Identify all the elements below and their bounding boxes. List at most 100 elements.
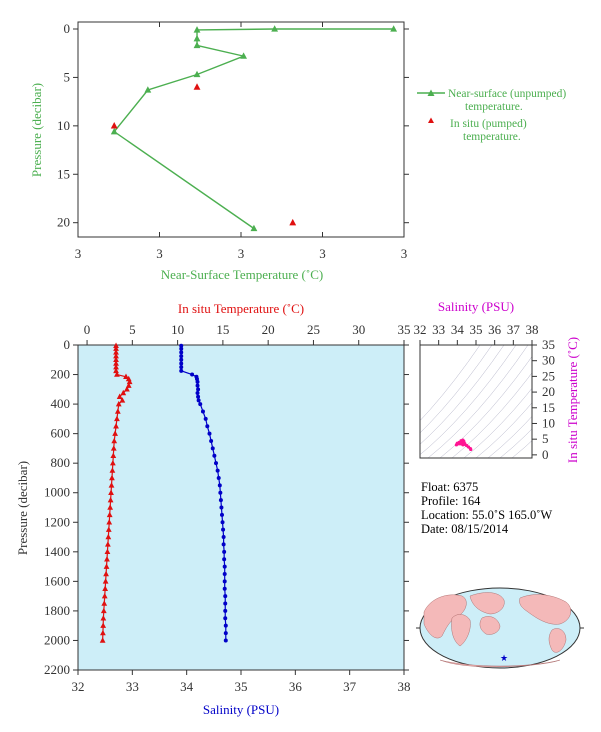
top-y-tick-label: 15 bbox=[57, 166, 70, 181]
salinity-axis-label: Salinity (PSU) bbox=[203, 702, 279, 717]
temperature-profile-point bbox=[113, 360, 119, 366]
legend-red-marker bbox=[428, 117, 434, 123]
temperature-profile-point bbox=[107, 496, 114, 503]
top-y-tick-label: 5 bbox=[64, 69, 71, 84]
pressure-tick-label: 400 bbox=[51, 396, 71, 411]
salinity-profile-point bbox=[221, 535, 226, 540]
top-series-group bbox=[110, 25, 398, 232]
salinity-tick-label: 32 bbox=[72, 679, 85, 694]
temperature-profile-point bbox=[99, 637, 106, 643]
top-x-axis-label: Near-Surface Temperature (˚C) bbox=[161, 267, 323, 282]
salinity-profile-point bbox=[179, 357, 184, 362]
near-surface-point bbox=[193, 70, 201, 78]
temperature-tick-label: 0 bbox=[84, 322, 91, 337]
salinity-profile-point bbox=[214, 461, 219, 466]
pressure-axis-label: Pressure (decibar) bbox=[15, 461, 30, 555]
map-land-south bbox=[479, 616, 501, 635]
temperature-tick-label: 35 bbox=[398, 322, 411, 337]
temperature-tick-label: 20 bbox=[262, 322, 275, 337]
near-surface-temperature-panel: 3 3 3 3 3 0 5 10 15 20 Near-Surface Temperature (… bbox=[29, 21, 566, 282]
salinity-profile-point bbox=[216, 475, 221, 480]
salinity-profile-point bbox=[219, 512, 224, 517]
ts-y-tick-label: 25 bbox=[542, 368, 555, 383]
ts-x-tick-label: 33 bbox=[432, 322, 445, 337]
temperature-profile-point bbox=[114, 415, 120, 422]
near-surface-point bbox=[193, 41, 201, 49]
density-contour bbox=[420, 345, 481, 422]
temperature-profile-point bbox=[107, 504, 114, 510]
near-surface-point bbox=[390, 25, 398, 32]
temperature-profile-point bbox=[113, 363, 119, 370]
temperature-profile-point bbox=[100, 629, 106, 636]
map-land-polar bbox=[439, 659, 561, 668]
salinity-profile-point bbox=[223, 616, 228, 621]
temperature-profile-point bbox=[125, 382, 132, 388]
density-contour bbox=[451, 372, 532, 458]
salinity-tick-label: 38 bbox=[398, 679, 411, 694]
salinity-tick-label: 36 bbox=[289, 679, 303, 694]
salinity-profile-point bbox=[179, 368, 184, 373]
temperature-profile-point bbox=[101, 600, 108, 606]
salinity-profile-point bbox=[223, 608, 228, 613]
ts-x-tick-label: 32 bbox=[414, 322, 427, 337]
ts-x-tick-label: 38 bbox=[526, 322, 539, 337]
ts-x-tick-label: 35 bbox=[470, 322, 483, 337]
profile-plot-background bbox=[78, 345, 404, 670]
ts-plot-background bbox=[420, 345, 532, 458]
ts-y-tick-label: 10 bbox=[542, 415, 555, 430]
density-contour bbox=[427, 345, 529, 458]
pressure-tick-label: 0 bbox=[64, 337, 71, 352]
near-surface-point bbox=[193, 34, 201, 42]
ts-y-tick-label: 20 bbox=[542, 384, 555, 399]
salinity-profile-point bbox=[222, 549, 227, 554]
temperature-profile-point bbox=[105, 526, 112, 532]
temperature-profile-point bbox=[116, 393, 123, 399]
salinity-profile-point bbox=[221, 527, 226, 532]
temperature-profile-point bbox=[108, 482, 115, 488]
ts-y-tick-label: 15 bbox=[542, 400, 555, 415]
temperature-tick-label: 5 bbox=[129, 322, 136, 337]
salinity-profile-point bbox=[179, 365, 184, 370]
density-contour bbox=[511, 440, 532, 458]
salinity-profile-point bbox=[198, 402, 203, 407]
salinity-profile-point bbox=[220, 520, 225, 525]
legend-label-in-situ: In situ (pumped) bbox=[450, 118, 527, 130]
top-legend: Near-surface (unpumped) temperature. In … bbox=[417, 88, 566, 143]
ts-y-tick-label: 0 bbox=[542, 447, 549, 462]
map-land-north bbox=[469, 592, 505, 615]
temperature-tick-label: 30 bbox=[352, 322, 365, 337]
salinity-profile-point bbox=[212, 453, 217, 458]
salinity-profile-point bbox=[179, 354, 184, 359]
density-contour bbox=[439, 356, 532, 458]
salinity-profile-point bbox=[179, 346, 184, 351]
top-x-tick-label: 3 bbox=[401, 246, 408, 261]
in-situ-point bbox=[289, 218, 297, 226]
float-info: Float: 6375 Profile: 164 Location: 55.0˚… bbox=[421, 480, 552, 536]
salinity-profile-point bbox=[179, 361, 184, 366]
density-contour bbox=[475, 402, 532, 458]
temperature-profile-point bbox=[104, 556, 110, 562]
salinity-profile-point bbox=[222, 586, 227, 591]
in-situ-point bbox=[193, 83, 201, 90]
density-contour bbox=[487, 416, 532, 458]
ts-x-tick-label: 37 bbox=[507, 322, 521, 337]
ts-salinity-label: Salinity (PSU) bbox=[438, 299, 514, 314]
pressure-tick-label: 1200 bbox=[44, 514, 70, 529]
ts-y-tick-label: 35 bbox=[542, 337, 555, 352]
in-situ-point bbox=[110, 122, 118, 129]
top-plot-frame bbox=[77, 21, 405, 238]
near-surface-point bbox=[240, 52, 248, 59]
map-land-southwest bbox=[451, 614, 471, 647]
salinity-tick-label: 37 bbox=[343, 679, 357, 694]
salinity-profile-point bbox=[179, 343, 184, 348]
float-location-marker: ★ bbox=[500, 653, 508, 663]
near-surface-point bbox=[193, 26, 201, 33]
top-x-tick-label: 3 bbox=[156, 246, 163, 261]
salinity-profile-point bbox=[218, 498, 223, 503]
temperature-profile-point bbox=[113, 342, 119, 348]
map-landmasses bbox=[423, 592, 571, 668]
salinity-profile-point bbox=[222, 571, 227, 576]
salinity-tick-label: 33 bbox=[126, 679, 139, 694]
ts-x-tick-label: 36 bbox=[488, 322, 502, 337]
